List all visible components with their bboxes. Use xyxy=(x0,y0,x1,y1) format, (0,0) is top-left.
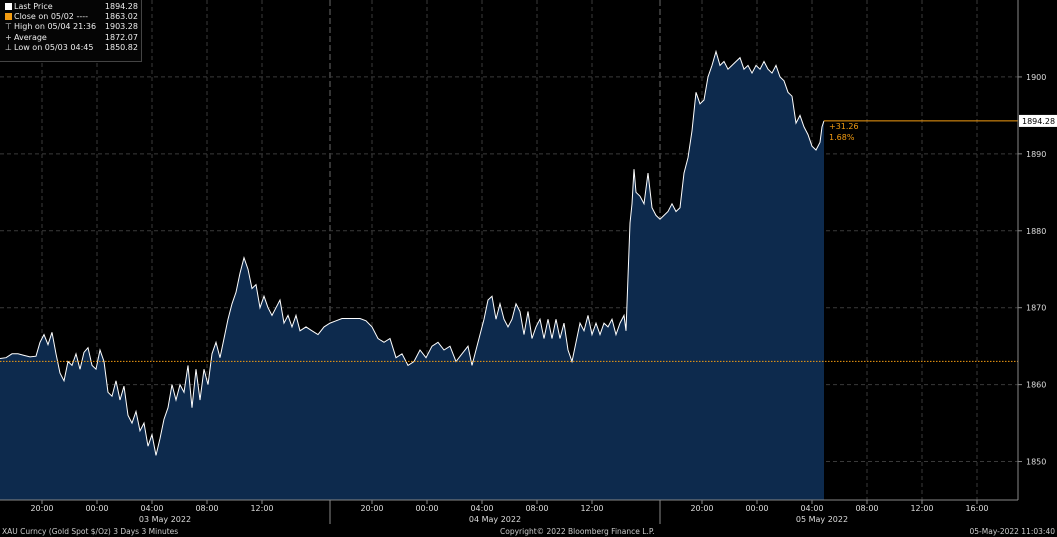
x-tick-label: 12:00 xyxy=(910,504,933,513)
x-tick-label: 04:00 xyxy=(800,504,823,513)
change-value-label: +31.26 xyxy=(829,122,859,131)
x-tick-label: 08:00 xyxy=(855,504,878,513)
legend-value: 1850.82 xyxy=(104,42,138,52)
x-tick-label: 04:00 xyxy=(470,504,493,513)
square-orange-icon xyxy=(3,12,14,22)
price-line xyxy=(0,49,825,456)
x-tick-label: 08:00 xyxy=(525,504,548,513)
y-tick-label: 1870 xyxy=(1026,304,1046,313)
legend-value: 1863.02 xyxy=(104,12,138,22)
high-marker-icon: ⊤ xyxy=(5,22,12,32)
last-price-tag xyxy=(1019,114,1057,127)
x-tick-label: 20:00 xyxy=(360,504,383,513)
y-tick-label: 1860 xyxy=(1026,381,1046,390)
legend-row: ⊤ High on 05/04 21:36 1903.28 xyxy=(3,22,141,32)
y-tick-label: 1900 xyxy=(1026,73,1046,82)
footer-timestamp: 05-May-2022 11:03:40 xyxy=(969,527,1056,536)
legend-label: Low on 05/03 04:45 xyxy=(14,42,94,52)
last-price-tag-label: 1894.28 xyxy=(1022,117,1055,126)
x-tick-label: 00:00 xyxy=(745,504,768,513)
y-tick-label: 1890 xyxy=(1026,150,1046,159)
legend-row: ⊥ Low on 05/03 04:45 1850.82 xyxy=(3,43,141,53)
footer-security-label: XAU Curncy (Gold Spot $/Oz) 3 Days 3 Min… xyxy=(2,527,179,536)
y-tick-label: 1850 xyxy=(1026,458,1046,467)
legend-row: Close on 05/02 ---- 1863.02 xyxy=(3,12,141,22)
x-tick-label: 16:00 xyxy=(965,504,988,513)
legend-row: Last Price 1894.28 xyxy=(3,2,141,12)
legend-label: Close on 05/02 ---- xyxy=(14,12,88,22)
x-tick-label: 00:00 xyxy=(415,504,438,513)
change-percent-label: 1.68% xyxy=(829,133,855,142)
low-marker-icon: ⊥ xyxy=(5,42,12,52)
legend-value: 1903.28 xyxy=(104,22,138,32)
footer-copyright: Copyright© 2022 Bloomberg Finance L.P. xyxy=(500,527,655,536)
x-tick-label: 04:00 xyxy=(140,504,163,513)
chart-footer: XAU Curncy (Gold Spot $/Oz) 3 Days 3 Min… xyxy=(0,526,1057,537)
x-tick-label: 20:00 xyxy=(690,504,713,513)
x-tick-label: 12:00 xyxy=(250,504,273,513)
legend-value: 1872.07 xyxy=(104,32,138,42)
price-area xyxy=(0,51,824,500)
legend-label: High on 05/04 21:36 xyxy=(14,22,97,32)
y-tick-label: 1880 xyxy=(1026,227,1046,236)
x-tick-label: 12:00 xyxy=(580,504,603,513)
legend-row: + Average 1872.07 xyxy=(3,33,141,43)
x-tick-label: 00:00 xyxy=(85,504,108,513)
square-white-icon xyxy=(3,2,14,12)
date-label: 05 May 2022 xyxy=(796,515,848,524)
chart-legend: Last Price 1894.28 Close on 05/02 ---- 1863… xyxy=(0,0,142,62)
date-label: 03 May 2022 xyxy=(139,515,191,524)
legend-label: Average xyxy=(14,32,47,42)
x-tick-label: 20:00 xyxy=(30,504,53,513)
x-tick-label: 08:00 xyxy=(195,504,218,513)
legend-value: 1894.28 xyxy=(104,2,138,11)
legend-label: Last Price xyxy=(14,2,53,11)
date-label: 04 May 2022 xyxy=(469,515,521,524)
average-marker-icon: + xyxy=(5,32,12,42)
